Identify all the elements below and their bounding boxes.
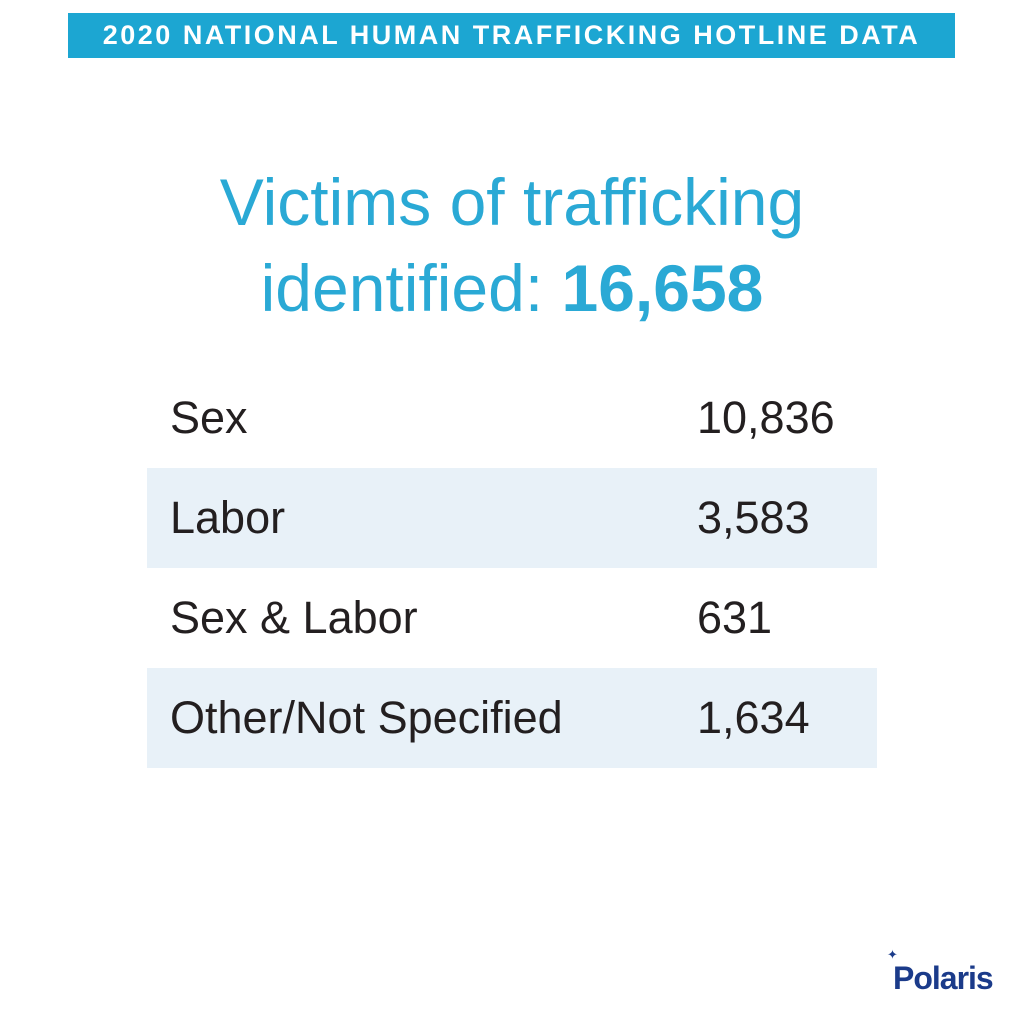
row-value: 631 [697,592,773,643]
header-banner: 2020 NATIONAL HUMAN TRAFFICKING HOTLINE … [68,13,955,58]
title-line-1: Victims of trafficking [219,165,805,239]
polaris-logo: ✦ Polaris [884,947,1014,1005]
table-row-labor: Labor 3,583 [147,468,877,568]
row-value: 10,836 [697,392,835,443]
row-label: Sex & Labor [170,592,418,643]
title-line-2: identified: 16,658 [0,245,1024,331]
title-line-2-prefix: identified: [260,251,562,325]
table-row-sex: Sex 10,836 [147,368,877,468]
row-value: 3,583 [697,492,810,543]
victims-by-type-table: Sex 10,836 Labor 3,583 Sex & Labor 631 O… [147,368,877,768]
polaris-wordmark: Polaris [893,960,994,996]
page-title: Victims of trafficking identified: 16,65… [0,159,1024,331]
star-icon: ✦ [887,947,898,962]
row-value: 1,634 [697,692,810,743]
banner-title: 2020 NATIONAL HUMAN TRAFFICKING HOTLINE … [102,20,921,50]
row-label: Sex [170,392,248,443]
table-row-other-not-specified: Other/Not Specified 1,634 [147,668,877,768]
row-label: Other/Not Specified [170,692,563,743]
total-victims-count: 16,658 [561,251,764,325]
row-label: Labor [170,492,286,543]
table-row-sex-and-labor: Sex & Labor 631 [147,568,877,668]
